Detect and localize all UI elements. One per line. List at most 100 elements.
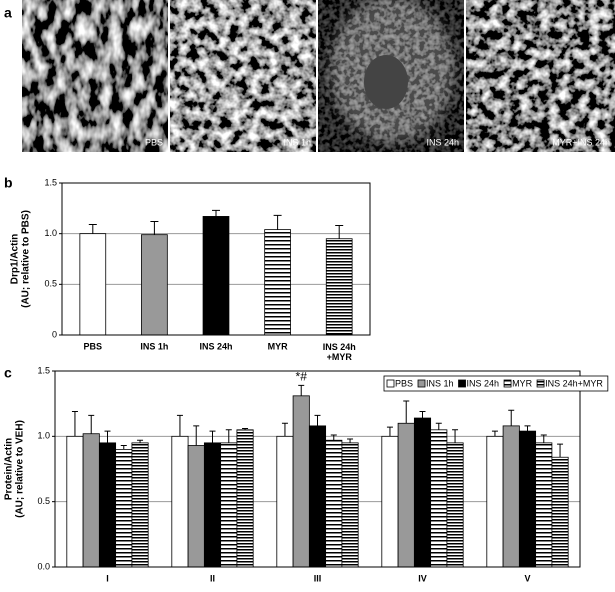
bar (82, 433, 100, 568)
y-axis-label: Protein/Actin(AU; relative to VEH) (3, 420, 25, 518)
bar (518, 430, 537, 568)
panel-label: c (4, 365, 12, 381)
x-tick-label: INS 24h (199, 341, 232, 351)
nucleus (364, 55, 408, 109)
y-tick-label: 1.0 (44, 228, 57, 238)
plot-frame (54, 370, 581, 568)
bar (502, 425, 520, 568)
legend-swatch (458, 379, 466, 388)
bar (98, 442, 117, 568)
plot-frame (61, 182, 371, 336)
legend-label: PBS (395, 378, 413, 388)
legend-label: INS 24h+MYR (545, 378, 603, 388)
legend-swatch (503, 379, 512, 388)
error-bar (104, 430, 111, 443)
y-tick-label: 0.0 (37, 561, 50, 571)
bar (535, 442, 553, 568)
bar (202, 216, 230, 336)
bar (308, 425, 327, 568)
x-tick-label: INS 1h (140, 341, 168, 351)
bar (79, 233, 107, 336)
legend-box (383, 375, 609, 392)
y-tick-label: 0 (52, 329, 57, 339)
error-bar (508, 409, 515, 426)
x-tick-label: II (210, 573, 215, 583)
error-bar (314, 414, 321, 426)
error-bar (281, 422, 288, 437)
error-bar (403, 400, 410, 424)
bar (446, 442, 464, 568)
bar (325, 439, 343, 568)
error-bar (150, 221, 159, 235)
error-bar (88, 414, 95, 434)
error-bar (71, 411, 78, 437)
error-bar (386, 426, 393, 437)
bar (131, 442, 149, 568)
micrographs: PBS INS 1h INS 24h MYR+INS 24h (22, 0, 615, 152)
x-tick-label: I (106, 573, 109, 583)
bar (276, 435, 294, 568)
bar (220, 442, 238, 568)
error-bar (347, 438, 354, 443)
bar (187, 445, 205, 568)
legend-label: INS 24h (467, 378, 500, 388)
error-bar (193, 425, 200, 446)
x-tick-label: V (524, 573, 530, 583)
image-label: MYR+INS 24h (552, 137, 610, 147)
bar (430, 429, 448, 568)
bar (486, 435, 504, 568)
y-tick-label: 1.0 (37, 431, 50, 441)
legend-swatch (536, 379, 545, 388)
bar (551, 456, 569, 568)
error-bar (335, 225, 344, 239)
bar (381, 435, 399, 568)
error-bar (242, 427, 249, 430)
panel-label: b (4, 175, 13, 191)
error-bar (435, 422, 442, 430)
bar (171, 435, 189, 568)
image (170, 0, 316, 152)
error-bar (176, 414, 183, 437)
error-bar (225, 429, 232, 443)
bar (141, 234, 168, 336)
x-tick-label: MYR (268, 341, 289, 351)
legend-swatch (417, 379, 426, 388)
x-tick-label: III (314, 573, 322, 583)
legend-label: MYR (512, 378, 533, 388)
bar (397, 422, 415, 568)
image (22, 0, 168, 152)
error-bar (298, 384, 305, 396)
bar (341, 442, 359, 568)
x-tick-label: IV (418, 573, 427, 583)
bar (115, 448, 133, 568)
bar (292, 395, 310, 568)
error-bar (88, 224, 97, 234)
error-bar (137, 439, 144, 443)
error-bar (419, 411, 426, 419)
bar (66, 435, 84, 568)
error-bar (273, 214, 282, 230)
y-tick-label: 1.5 (44, 177, 57, 187)
error-bar (557, 443, 564, 458)
x-tick-label: INS 24h +MYR (323, 342, 356, 362)
error-bar (491, 430, 498, 437)
bar (264, 229, 291, 336)
y-axis-label: Drp1/Actin(AU; relative to PBS) (9, 210, 31, 308)
error-bar (452, 429, 459, 443)
image-label: INS 24h (426, 137, 459, 147)
bar (236, 429, 254, 568)
error-bar (120, 444, 127, 450)
bar (203, 442, 222, 568)
bar (325, 238, 353, 336)
panel-label: a (4, 5, 12, 21)
legend-label: INS 1h (426, 378, 454, 388)
error-bar (209, 430, 216, 443)
image (466, 0, 615, 152)
legend: PBS INS 1h INS 24h MYR INS 24h+MYR (383, 375, 609, 392)
image-label: INS 1h (283, 137, 311, 147)
x-tick-label: PBS (84, 341, 103, 351)
y-tick-label: 1.5 (37, 365, 50, 375)
y-tick-label: 0.5 (37, 496, 50, 506)
error-bar (524, 425, 531, 432)
